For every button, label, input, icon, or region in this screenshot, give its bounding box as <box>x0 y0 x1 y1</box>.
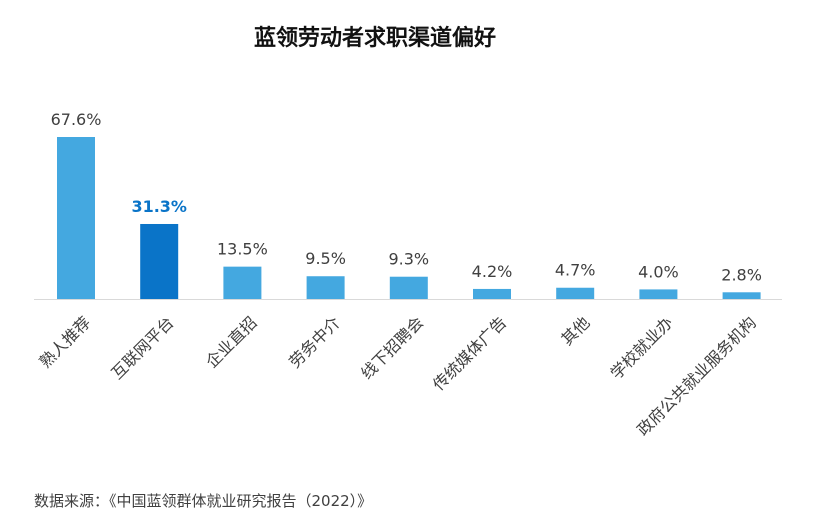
category-label: 熟人推荐 <box>36 313 95 372</box>
bar <box>473 288 511 299</box>
category-label: 线下招聘会 <box>357 313 427 383</box>
bar <box>722 292 761 299</box>
category-label: 企业直招 <box>202 313 261 372</box>
data-source-note: 数据来源：《中国蓝领群体就业研究报告（2022）》 <box>34 492 373 510</box>
data-label: 67.6% <box>51 110 102 129</box>
data-label: 9.3% <box>388 250 429 269</box>
bar-chart: 67.6% 熟人推荐 31.3% 互联网平台 13.5% 企业直招 9.5% 劳务中介 9.3%… <box>34 110 782 439</box>
category-label: 其他 <box>557 313 593 349</box>
category-label: 学校就业办 <box>607 313 677 383</box>
data-label: 2.8% <box>721 265 762 284</box>
category-label: 传统媒体广告 <box>429 313 510 394</box>
bar <box>306 276 345 299</box>
chart-title: 蓝领劳动者求职渠道偏好 <box>253 26 496 51</box>
data-label: 31.3% <box>131 197 187 216</box>
data-label: 4.7% <box>555 261 596 280</box>
data-label: 4.0% <box>638 262 679 281</box>
category-label: 互联网平台 <box>107 313 177 383</box>
data-label: 9.5% <box>305 249 346 268</box>
category-label: 劳务中介 <box>285 313 344 372</box>
bar <box>639 289 678 299</box>
data-label: 4.2% <box>472 262 513 281</box>
bar <box>140 223 179 299</box>
bar <box>223 266 262 299</box>
bar <box>389 276 428 299</box>
data-label: 13.5% <box>217 240 268 259</box>
bar <box>57 137 95 299</box>
bar <box>556 287 595 299</box>
